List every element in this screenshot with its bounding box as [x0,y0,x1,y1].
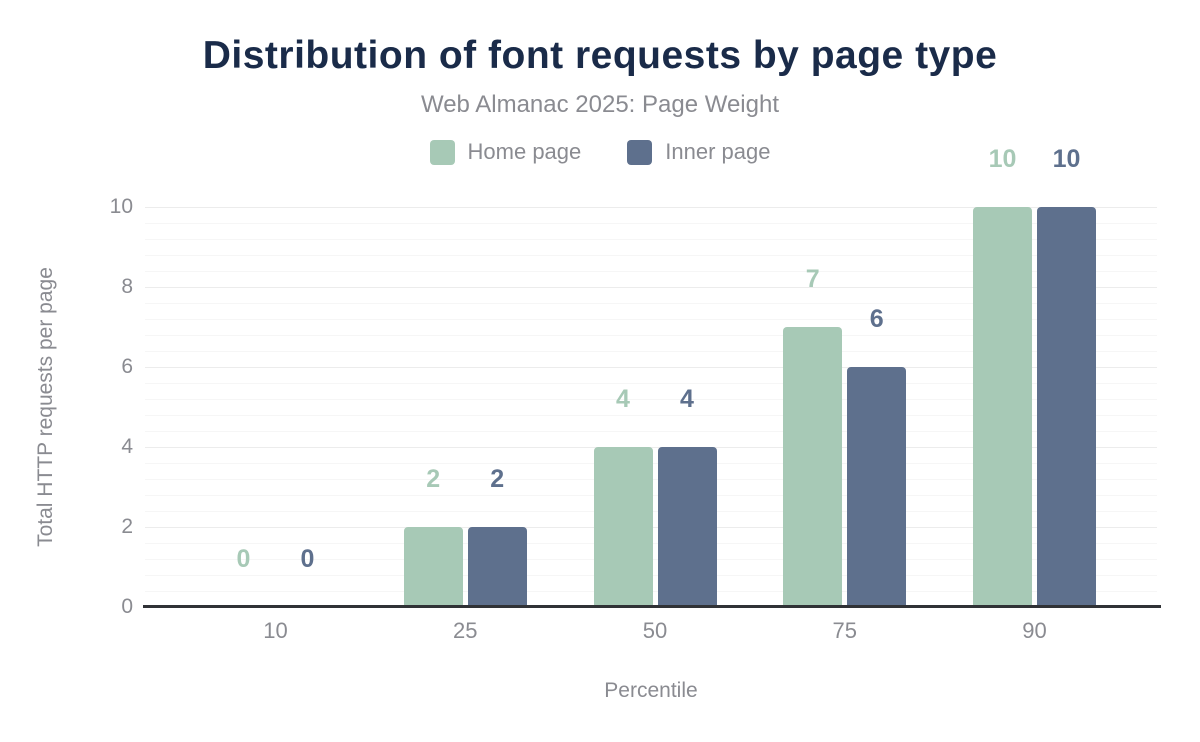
chart-title: Distribution of font requests by page ty… [202,34,998,77]
bar-value-label-home-page-p90: 10 [988,145,1017,173]
bar-value-label-inner-page-p50: 4 [680,385,694,413]
bar-inner-page-p50[interactable] [657,447,717,607]
gridline-minor [145,303,1157,304]
x-tick-label-10: 10 [263,618,288,643]
legend-item-home-page[interactable]: Home page [429,139,582,165]
gridline-minor [145,415,1157,416]
bar-value-label-home-page-p25: 2 [426,465,441,493]
bar-value-label-inner-page-p90: 10 [1052,145,1081,173]
y-tick-label-6: 6 [121,355,133,378]
x-tick-label-50: 50 [642,618,668,643]
gridline-minor [145,383,1157,384]
gridline-minor [145,431,1157,432]
y-tick-label-0: 0 [121,595,133,618]
bar-home-page-p75[interactable] [783,327,843,607]
y-tick-label-8: 8 [121,275,133,298]
gridline-major [145,207,1157,208]
gridline-minor [145,255,1157,256]
gridline-minor [145,223,1157,224]
legend-swatch-home-page [429,139,455,165]
gridline-major [145,287,1157,288]
bar-inner-page-p90[interactable] [1037,207,1096,607]
x-tick-label-75: 75 [832,618,857,643]
gridline-minor [145,335,1157,336]
bar-home-page-p90[interactable] [973,207,1032,607]
x-tick-label-25: 25 [453,618,478,643]
bar-inner-page-p25[interactable] [467,527,527,607]
gridline-minor [145,399,1157,400]
bar-value-label-home-page-p50: 4 [616,385,630,413]
bar-value-label-inner-page-p10: 0 [300,545,315,573]
gridline-minor [145,319,1157,320]
bar-value-label-home-page-p10: 0 [236,545,251,573]
chart-subtitle: Web Almanac 2025: Page Weight [420,91,779,118]
legend-label: Home page [467,139,582,164]
legend-label: Inner page [665,139,771,164]
bar-value-label-inner-page-p25: 2 [490,465,505,493]
x-axis-title: Percentile [604,679,698,702]
y-tick-label-2: 2 [121,515,133,538]
bar-home-page-p25[interactable] [403,527,463,607]
y-axis-title: Total HTTP requests per page [34,267,57,547]
gridline-minor [145,239,1157,240]
bar-home-page-p50[interactable] [593,447,653,607]
bar-value-label-home-page-p75: 7 [805,265,820,293]
bar-value-label-inner-page-p75: 6 [869,305,884,333]
gridline-major [145,367,1157,368]
legend: Home page Inner page [0,139,1200,165]
legend-swatch-inner-page [627,139,653,165]
bar-inner-page-p75[interactable] [847,367,907,607]
gridline-minor [145,271,1157,272]
y-tick-label-4: 4 [121,435,133,458]
y-tick-label-10: 10 [109,195,133,218]
gridline-minor [145,351,1157,352]
legend-item-inner-page[interactable]: Inner page [627,139,770,165]
plot-area: 0 0 2 2 4 4 7 6 10 10 [145,145,1157,607]
x-tick-label-90: 90 [1022,618,1047,643]
x-axis-line [143,605,1161,608]
